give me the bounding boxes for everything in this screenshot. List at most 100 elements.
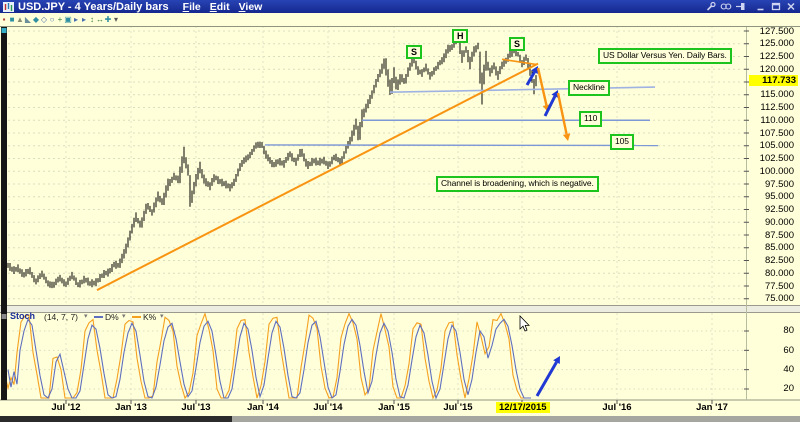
neckline-line[interactable] (389, 86, 656, 93)
label-left-shoulder[interactable]: S (406, 45, 422, 60)
toolbar-icon-2[interactable]: ■ (9, 14, 15, 24)
y-axis-label: 80.000 (764, 267, 794, 279)
label-105[interactable]: 105 (610, 134, 634, 150)
stoch-indicator-label: Stoch (10, 311, 35, 321)
y-axis-label: 122.500 (759, 51, 794, 62)
y-axis-label: 102.500 (759, 153, 794, 164)
menu-edit[interactable]: Edit (209, 0, 230, 13)
toolbar-icon-15[interactable]: ▾ (113, 14, 118, 24)
h-scrollbar-track[interactable] (0, 416, 800, 422)
toolbar-icon-4[interactable]: ◣ (24, 14, 32, 24)
toolbar-icon-3[interactable]: ▲ (16, 14, 24, 24)
menu-bar: File Edit View (183, 1, 263, 13)
y-axis-label: 97.500 (764, 178, 794, 190)
toolbar-icon-13[interactable]: ↔ (96, 14, 104, 24)
last-date-label: 12/17/2015 (496, 402, 550, 413)
y-axis-label: 77.500 (764, 280, 794, 292)
x-axis-label: Jul '13 (181, 402, 211, 413)
toolbar-icon-1[interactable]: ▪ (2, 14, 6, 24)
pin-icon[interactable] (735, 1, 747, 12)
label-us-dollar[interactable]: US Dollar Versus Yen. Daily Bars. (598, 48, 732, 64)
link-icon[interactable] (720, 1, 732, 12)
projection-up-arrow-1[interactable] (525, 71, 536, 86)
y-axis-label: 112.500 (760, 102, 794, 113)
label-channel[interactable]: Channel is broadening, which is negative… (436, 176, 599, 192)
toolbar-icon-12[interactable]: ↕ (90, 14, 94, 24)
stoch-y-axis-label: 40 (783, 364, 794, 376)
projection-down-arrow-1[interactable] (536, 67, 548, 106)
stoch-d-dropdown-icon[interactable]: ▾ (122, 313, 126, 320)
x-axis-label: Jul '15 (443, 402, 473, 413)
toolbar-icon-5[interactable]: ◆ (32, 14, 40, 24)
wrench-icon[interactable] (705, 1, 717, 12)
level-105-line[interactable] (264, 144, 659, 147)
menu-file[interactable]: File (182, 0, 201, 13)
toolbar-icon-6[interactable]: ◇ (40, 14, 48, 24)
projection-down-arrow-2[interactable] (556, 92, 568, 135)
y-axis-label: 120.000 (759, 63, 794, 75)
drawing-toolbar: ▪ ■ ▲ ◣ ◆ ◇ ○ + ▣ ▸ ▸ ↕ ↔ ✚ ▾ (0, 13, 800, 27)
toolbar-icon-11[interactable]: ▸ (81, 14, 86, 24)
stoch-k-legend: K% (132, 312, 156, 322)
k-line-swatch (132, 316, 141, 319)
y-axis-label: 100.000 (759, 165, 794, 177)
d-line-swatch (94, 316, 103, 319)
stoch-d-line (7, 318, 531, 400)
app-icon (3, 1, 14, 12)
y-axis-label: 115.000 (760, 89, 794, 101)
shoulder-line[interactable] (501, 58, 537, 66)
toolbar-icon-10[interactable]: ▸ (73, 14, 78, 24)
stoch-name: Stoch (10, 311, 36, 321)
k-label: K% (143, 311, 157, 322)
close-icon[interactable] (785, 1, 797, 12)
window-title: USD.JPY - 4 Years/Daily bars (18, 0, 169, 13)
strip-stoch-icon[interactable] (1, 314, 7, 319)
stoch-y-axis-label: 60 (783, 344, 794, 356)
x-axis-label: Jul '16 (602, 402, 632, 413)
toolbar-icon-14[interactable]: ✚ (104, 14, 112, 24)
projection-up-arrow-2[interactable] (543, 95, 557, 117)
stoch-up-arrow-head (553, 356, 560, 364)
stoch-up-arrow[interactable] (535, 361, 558, 397)
left-edge-strip (1, 26, 7, 400)
window-controls (705, 1, 797, 12)
label-right-shoulder[interactable]: S (509, 37, 525, 52)
stoch-y-axis-label: 80 (783, 325, 794, 337)
stoch-params-dropdown-icon[interactable]: ▾ (84, 313, 88, 320)
x-axis-label: Jan '13 (115, 402, 147, 413)
y-axis-label: 107.500 (759, 127, 794, 139)
menu-view[interactable]: View (238, 0, 263, 13)
panel-separator (0, 305, 800, 313)
toolbar-icon-7[interactable]: ○ (49, 14, 55, 24)
y-axis-label: 87.500 (764, 229, 794, 241)
projection-up-arrow-1-head (531, 66, 538, 74)
y-axis-label: 85.000 (764, 242, 794, 254)
stoch-k-line (4, 311, 528, 400)
toolbar-icon-8[interactable]: + (57, 14, 63, 24)
label-head[interactable]: H (452, 29, 469, 44)
mouse-cursor (519, 315, 530, 332)
stoch-y-axis-label: 20 (783, 383, 794, 395)
stoch-d-legend: D% (94, 312, 119, 322)
h-scrollbar-thumb[interactable] (0, 416, 232, 422)
toolbar-icon-9[interactable]: ▣ (64, 14, 72, 24)
projection-up-arrow-2-head (551, 90, 559, 98)
x-axis-label: Jan '14 (247, 402, 279, 413)
label-110[interactable]: 110 (579, 111, 603, 127)
strip-top-icon[interactable] (1, 28, 7, 33)
y-axis-label: 125.000 (759, 38, 794, 50)
stoch-params: (14, 7, 7) (44, 311, 79, 322)
x-axis-label: Jul '14 (313, 402, 343, 413)
label-neckline[interactable]: Neckline (568, 80, 610, 96)
last-price-label: 117.733 (749, 74, 798, 86)
price-bars (7, 35, 537, 289)
minimize-icon[interactable] (755, 1, 767, 12)
window-titlebar[interactable]: USD.JPY - 4 Years/Daily bars File Edit V… (0, 0, 800, 13)
restore-icon[interactable] (770, 1, 782, 12)
projection-down-arrow-2-head (562, 133, 571, 141)
up-trendline[interactable] (96, 62, 539, 291)
stoch-k-dropdown-icon[interactable]: ▾ (160, 313, 164, 320)
